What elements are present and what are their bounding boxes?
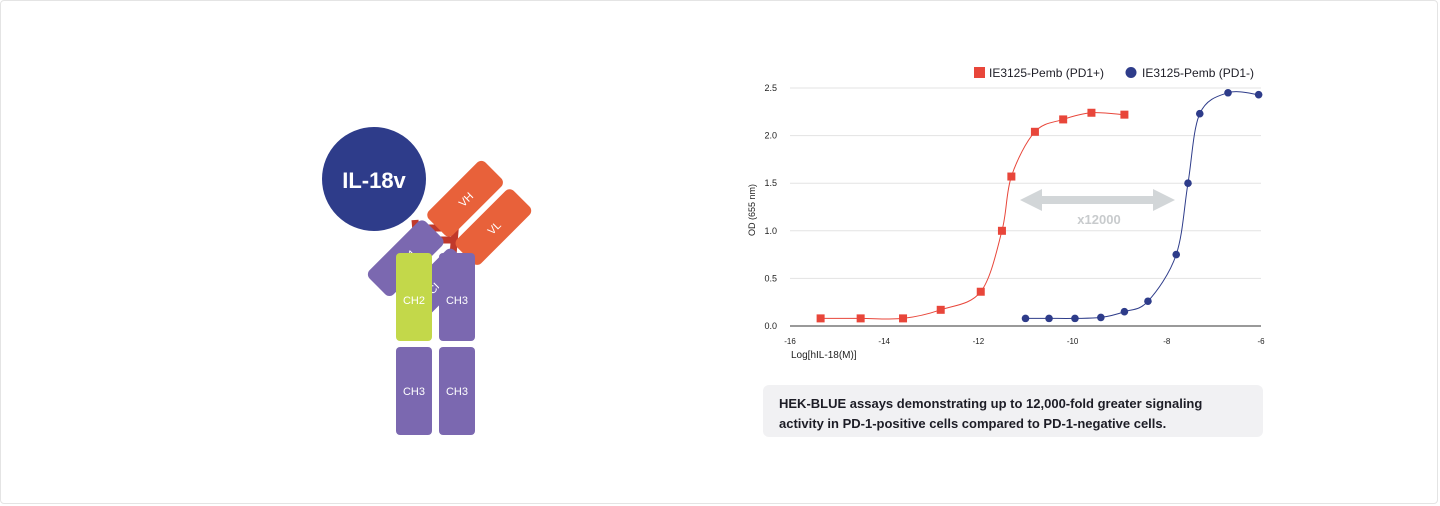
ch3-bottom-right-label: CH3 [446, 386, 468, 398]
il18v-label: IL-18v [342, 168, 406, 193]
data-point-series-1 [816, 314, 825, 323]
x-tick-label: -8 [1163, 337, 1171, 346]
data-point-series-1 [936, 305, 945, 314]
fit-curve-series-2 [1025, 91, 1259, 319]
ch3-bottom-right-domain [439, 347, 475, 435]
ch2-label: CH2 [403, 295, 425, 307]
x-tick-label: -14 [878, 337, 890, 346]
x-axis-label: Log[hIL-18(M)] [791, 350, 857, 361]
il18v-circle [322, 127, 426, 231]
fold-change-arrow [1020, 189, 1175, 211]
data-point-series-1 [1007, 172, 1016, 181]
y-tick-label: 2.5 [764, 83, 777, 93]
vl-domain [455, 189, 532, 265]
fold-change-annotation: x12000 [1077, 212, 1120, 227]
data-point-series-1 [997, 226, 1006, 235]
legend-label-pd1-negative: IE3125-Pemb (PD1-) [1142, 66, 1254, 80]
legend-label-pd1-positive: IE3125-Pemb (PD1+) [989, 66, 1104, 80]
data-point-series-1 [1087, 108, 1096, 117]
y-tick-label: 0.5 [764, 273, 777, 283]
data-point-series-1 [1120, 110, 1129, 119]
ch3-top-right-label: CH3 [446, 295, 468, 307]
data-point-series-1 [899, 314, 908, 323]
vh-domain [427, 160, 503, 237]
y-tick-label: 1.5 [764, 178, 777, 188]
legend-marker-pd1-positive [974, 67, 985, 78]
data-point-series-2 [1045, 314, 1053, 323]
chart-grid [790, 87, 1261, 279]
data-point-series-2 [1021, 314, 1030, 323]
data-point-series-1 [1030, 127, 1039, 136]
x-tick-label: -12 [973, 337, 985, 346]
data-point-series-2 [1097, 313, 1105, 322]
data-point-series-2 [1144, 297, 1152, 306]
ch2-domain [396, 253, 432, 341]
ch3-bottom-left-label: CH3 [403, 386, 425, 398]
y-tick-label: 2.0 [764, 131, 777, 141]
x-tick-label: -16 [784, 337, 796, 346]
data-point-series-1 [1059, 115, 1068, 124]
figure-caption: HEK-BLUE assays demonstrating up to 12,0… [763, 385, 1263, 437]
y-tick-labels: 0.0 0.5 1.0 1.5 2.0 2.5 [764, 83, 777, 331]
legend-marker-pd1-negative [1125, 67, 1137, 78]
data-point-series-1 [976, 287, 985, 296]
data-points [816, 88, 1263, 323]
x-tick-label: -10 [1067, 337, 1079, 346]
ch3-bottom-left-domain [396, 347, 432, 435]
antibody-diagram: IL-18v VH VL CH1 CL CH2 CH3 CH3 CH3 [322, 127, 532, 435]
data-point-series-2 [1120, 307, 1129, 316]
y-tick-label: 0.0 [764, 321, 777, 331]
dose-response-chart: 0.0 0.5 1.0 1.5 2.0 2.5 -16 -14 -12 -10 -8 -6 OD (… [747, 66, 1265, 361]
data-point-series-1 [856, 314, 865, 323]
data-point-series-2 [1224, 88, 1232, 97]
data-point-series-2 [1254, 90, 1263, 99]
data-point-series-2 [1071, 314, 1079, 323]
x-tick-labels: -16 -14 -12 -10 -8 -6 [784, 337, 1265, 346]
data-point-series-2 [1184, 179, 1192, 187]
data-point-series-2 [1195, 109, 1204, 118]
y-axis-label: OD (655 nm) [747, 184, 757, 236]
data-point-series-2 [1172, 250, 1181, 259]
ch3-top-right-domain [439, 253, 475, 341]
x-tick-label: -6 [1257, 337, 1265, 346]
y-tick-label: 1.0 [764, 226, 777, 236]
legend: IE3125-Pemb (PD1+) IE3125-Pemb (PD1-) [974, 66, 1254, 80]
